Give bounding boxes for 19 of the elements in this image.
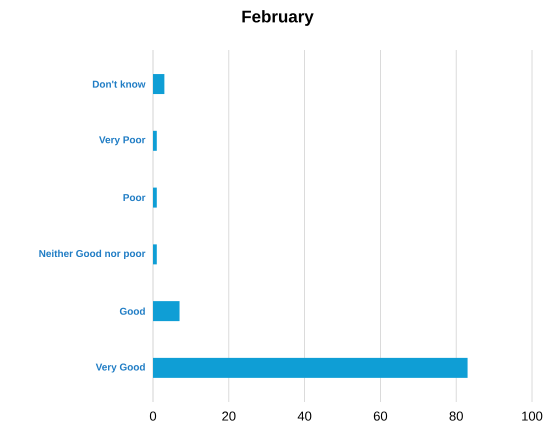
y-tick-label: Very Poor [99, 136, 146, 146]
y-tick-label: Very Good [96, 363, 145, 373]
y-tick-label: Don't know [92, 80, 146, 88]
x-tick-label: 0 [150, 412, 156, 421]
bar [153, 188, 157, 208]
y-tick-label: Poor [123, 194, 146, 202]
bar [153, 358, 468, 378]
x-tick-label: 40 [298, 412, 312, 421]
y-tick-label: Good [120, 307, 145, 315]
chart-title: February [242, 10, 314, 26]
y-tick-label: Neither Good nor poor [39, 250, 146, 260]
x-tick-label: 60 [374, 412, 388, 421]
x-tick-label: 100 [522, 412, 542, 421]
x-tick-label: 80 [450, 412, 463, 421]
bar [153, 130, 157, 151]
bar [153, 301, 180, 322]
bar [153, 244, 157, 264]
bar [153, 74, 164, 94]
x-tick-label: 20 [222, 412, 236, 421]
